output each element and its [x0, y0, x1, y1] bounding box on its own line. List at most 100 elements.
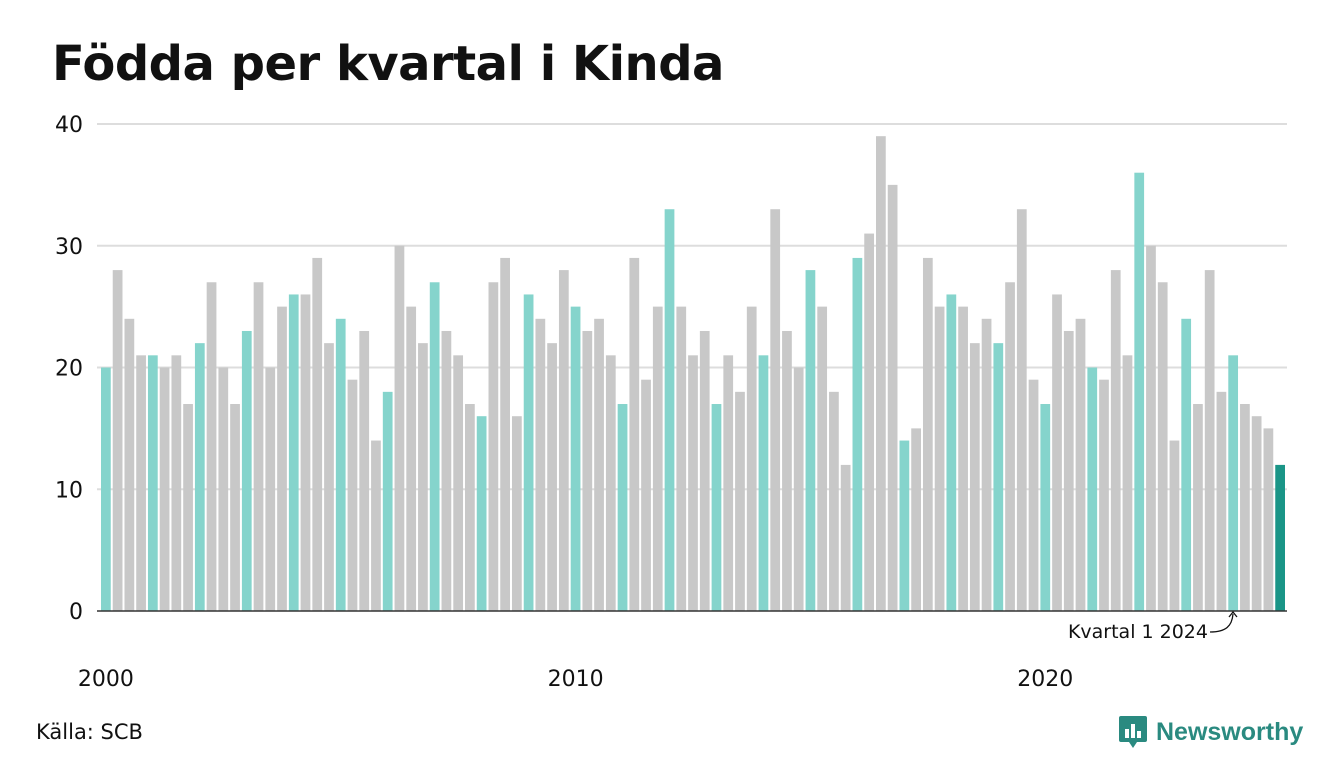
bar — [441, 330, 452, 611]
bar — [993, 343, 1004, 611]
bar — [394, 245, 405, 611]
bar — [1240, 404, 1250, 611]
bar — [171, 355, 182, 611]
bar — [500, 257, 510, 611]
bars — [101, 136, 1285, 612]
bar — [723, 355, 734, 611]
bar — [465, 404, 475, 611]
bar — [265, 367, 276, 611]
bar — [641, 379, 651, 611]
bar — [558, 270, 569, 611]
x-tick-label: 2000 — [78, 667, 134, 692]
y-tick-label: 0 — [69, 600, 83, 625]
bar — [934, 306, 945, 612]
bar — [183, 404, 193, 611]
bar — [547, 343, 557, 611]
bar — [1052, 294, 1062, 611]
bar — [218, 367, 229, 611]
bar — [876, 136, 886, 611]
y-tick-label: 30 — [55, 235, 83, 260]
y-tick-label: 10 — [55, 478, 83, 503]
bar — [112, 270, 123, 611]
bar — [1169, 440, 1180, 611]
bar — [1146, 245, 1156, 611]
bar — [958, 306, 968, 612]
bar — [1204, 270, 1215, 611]
bar — [1157, 282, 1168, 611]
bar — [1193, 404, 1203, 611]
newsworthy-logo-icon — [1119, 716, 1147, 748]
brand-name: Newsworthy — [1156, 717, 1304, 746]
annotation-arrow — [1209, 613, 1234, 633]
bar — [488, 282, 499, 611]
bar — [194, 343, 205, 611]
bar — [1005, 282, 1015, 611]
bar — [535, 318, 546, 611]
bar — [688, 355, 698, 611]
bar — [1251, 416, 1262, 611]
bar — [946, 294, 957, 611]
bar — [664, 209, 675, 612]
bar — [605, 355, 616, 611]
bar — [371, 440, 381, 611]
y-axis-ticks: 0 10 20 30 40 — [55, 113, 83, 625]
bar — [1087, 367, 1098, 611]
bar — [101, 367, 111, 611]
bar — [758, 355, 769, 611]
bar — [277, 306, 287, 612]
bar — [1016, 209, 1027, 612]
bar — [124, 318, 135, 611]
x-axis-ticks: 2000 2010 2020 — [78, 667, 1073, 692]
bar — [241, 330, 252, 611]
bar — [476, 416, 487, 611]
bar — [829, 391, 839, 611]
bar — [1228, 355, 1239, 611]
latest-annotation: Kvartal 1 2024 — [1068, 610, 1238, 643]
bar — [770, 209, 781, 612]
bar — [735, 391, 745, 611]
bar — [511, 416, 522, 611]
bar — [1075, 318, 1086, 611]
bar — [312, 257, 323, 611]
bar — [406, 306, 417, 612]
bar — [335, 318, 346, 611]
bar — [1122, 355, 1133, 611]
bar — [359, 330, 370, 611]
bar — [418, 343, 428, 611]
bar — [523, 294, 534, 611]
bar — [782, 330, 792, 611]
bar — [1028, 379, 1039, 611]
bar — [324, 343, 334, 611]
bar — [582, 330, 593, 611]
bar — [793, 367, 804, 611]
bar — [594, 318, 604, 611]
y-tick-label: 20 — [55, 357, 83, 382]
annotation-arrowhead — [1228, 610, 1238, 618]
bar — [676, 306, 687, 612]
bar — [1099, 379, 1109, 611]
bar — [206, 282, 217, 611]
bar — [699, 330, 710, 611]
bar — [922, 257, 933, 611]
bar — [288, 294, 299, 611]
bar — [711, 404, 722, 611]
bar — [253, 282, 264, 611]
bar — [159, 367, 170, 611]
x-tick-label: 2020 — [1017, 667, 1073, 692]
chart-title: Födda per kvartal i Kinda — [52, 36, 724, 92]
bar — [981, 318, 992, 611]
y-tick-label: 40 — [55, 113, 83, 138]
bar — [1181, 318, 1192, 611]
bar — [1263, 428, 1274, 612]
bar — [899, 440, 910, 611]
bar — [1063, 330, 1074, 611]
bar — [382, 391, 393, 611]
bar — [1216, 391, 1227, 611]
bar — [1275, 464, 1285, 611]
bar — [300, 294, 311, 611]
source-label: Källa: SCB — [36, 720, 143, 744]
bar — [453, 355, 464, 611]
bar — [1134, 172, 1145, 611]
bar — [840, 464, 851, 611]
bar — [652, 306, 663, 612]
